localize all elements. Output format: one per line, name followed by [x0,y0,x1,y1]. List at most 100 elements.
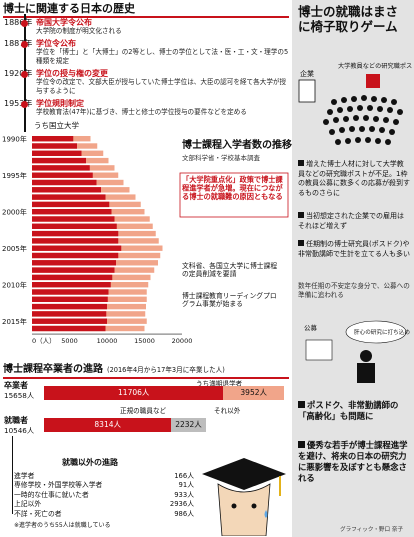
list-item-value: 986人 [174,509,194,518]
y-tick-label: 1995年 [2,171,27,180]
mortarboard-icon [202,458,286,490]
univ-post-label: 大学教員などの研究職ポスト [338,62,414,70]
careers-title-text: 博士課程卒業者の進路 [3,364,103,375]
chair-game-illustration: 企業 大学教員などの研究職ポスト [298,62,414,145]
bar-national [32,172,93,178]
koubo-label: 公募 [304,323,318,332]
bar-national [32,223,117,229]
bar-national [32,165,90,171]
graduates-bar-withdrawal: 3952人 [223,386,284,400]
list-item-label: 不詳・死亡の者 [14,509,62,518]
non-employment-list: 進学者 166人 専修学校・外国学校等入学者 91人 一時的な仕事に就いた者 933人… [14,472,194,519]
graduates-total: 15658人 [4,391,35,400]
list-item-label: 専修学校・外国学校等入学者 [14,481,103,490]
bar-national [32,282,111,288]
list-item: 一時的な仕事に就いた者 933人 [14,491,194,500]
event-year: 1886年 [4,18,33,27]
event-year: 1887年 [4,39,33,48]
bullet-text: 当初想定された企業での雇用はそれほど増えず [298,212,404,230]
bar-national [32,187,101,193]
list-item-value: 2936人 [169,500,194,509]
graduates-bar-main: 11706人 [44,386,224,400]
x-tick-label: 10000 [97,337,118,345]
chart-subtitle: 文部科学省・学校基本調査 [182,153,261,162]
sweat-drop-icon [264,510,268,518]
bullet-1: 増えた博士人材に対して大学教員などの研究職ポストが不足。1枠の教員公募に数多くの… [298,160,410,198]
event-title: 帝国大学令公布 [36,18,92,27]
event-dot [21,101,28,108]
graduate-cap-illustration [202,458,286,536]
x-tick-label: 15000 [134,337,155,345]
event-desc: 学校教育法(47年)に基づき、博士と修士の学位授与の要件などを定める [36,108,247,116]
footnote: ※進学者のうち55人は就職している [14,522,111,529]
event-desc: 学位令の改定で、文部大臣が授与していた博士学位は、大臣の認可を経て各大学が授与す… [36,78,287,95]
y-tick-label: 1990年 [2,134,27,143]
bullet-square-icon [298,240,304,246]
company-building-icon [298,79,316,103]
history-title-underline [3,16,289,18]
legend-national: うち国立大学 [34,120,79,130]
withdrawal-label: うち満期退学者 [196,380,243,388]
y-tick-label: 2000年 [2,207,27,216]
x-tick-label: 5000 [61,337,78,345]
bar-national [32,194,106,200]
bullet-text: 任期制の博士研究員(ポスドク)や非常勤講師で生計を立てる人も多い [298,240,410,258]
event-desc: 大学院の制度が明文化される [36,27,122,35]
bullet-2: 当初想定された企業での雇用はそれほど増えず [298,212,410,231]
list-item-value: 166人 [174,472,194,480]
list-item-label: 進学者 [14,472,35,480]
graduates-bar: 11706人 3952人 [44,386,284,400]
worried-face-icon [217,483,271,536]
enrollment-chart: 1990年 1995年 2000年 2005年 2010年 2015年 0（人） 5000 1… [2,120,292,345]
eye-icon [251,503,257,509]
list-item: 不詳・死亡の者 986人 [14,510,194,519]
bullet-text: 増えた博士人材に対して大学教員などの研究職ポストが不足。1枠の教員公募に数多くの… [298,160,410,197]
list-item-value: 933人 [174,490,194,499]
event-desc: 学位を「博士」と「大博士」の2等とし、博士の学位として法・医・工・文・理学の5種… [36,48,289,65]
bar-national [32,136,74,142]
bar-national [32,303,107,310]
researcher-body-icon [357,363,375,383]
non-employment-title: 就職以外の進路 [62,458,118,467]
history-title: 博士に関連する日本の歴史 [3,2,135,15]
employed-bar: 8314人 2232人 [44,418,284,432]
event-dot [21,41,28,48]
researcher-illustration: 公募 肝心の研究に打ち込めない! [304,320,410,383]
y-tick-label: 2015年 [2,317,27,326]
speech-text: 肝心の研究に打ち込めない! [354,328,410,336]
y-tick-label: 2010年 [2,280,27,289]
non-employment-connector [12,436,14,514]
crowd-icon [323,95,403,145]
list-item-label: 一時的な仕事に就いた者 [14,490,89,499]
event-title: 学位の授与権の変更 [36,69,108,78]
employed-total: 10546人 [4,426,35,435]
list-item: 上記以外 2936人 [14,500,194,509]
bar-national [32,267,115,273]
bullet-square-icon [298,160,304,166]
list-item: 専修学校・外国学校等入学者 91人 [14,481,194,490]
bar-national [32,318,107,324]
careers-title-underline [3,377,289,379]
researcher-head-icon [360,350,372,362]
other-label: それ以外 [214,407,241,415]
paper-stack-icon [305,339,333,361]
bullet-text: ポスドク、非常勤講師の「高齢化」も問題に [298,400,399,421]
list-item-label: 上記以外 [14,500,42,509]
bar-national [32,216,115,222]
bullet-square-icon [298,401,305,408]
annotation-box [179,172,289,218]
x-tick-label: 20000 [172,337,193,345]
bullet-square-icon [298,212,304,218]
bar-national [32,143,77,149]
regular-label: 正規の職員など [120,407,167,415]
eye-icon [231,503,237,509]
list-item-value: 91人 [178,481,194,490]
bar-national [32,260,116,266]
bar-national [32,252,119,259]
bar-national [32,238,119,244]
bar-national [32,245,122,251]
bar-national [32,179,97,186]
bar-national [32,230,119,237]
bar-national [32,157,86,164]
bar-national [32,209,112,215]
